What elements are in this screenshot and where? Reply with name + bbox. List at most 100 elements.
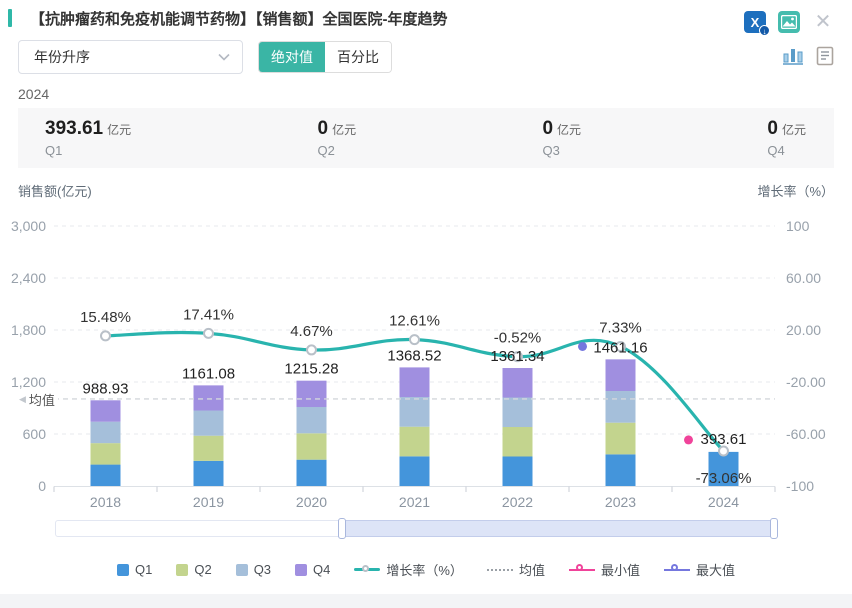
legend-item-max[interactable]: 最大值 bbox=[663, 560, 735, 579]
excel-letter: X bbox=[750, 14, 760, 30]
bar-segment-q4-2019[interactable] bbox=[193, 385, 224, 411]
title-accent-bar bbox=[8, 9, 12, 27]
datazoom-slider[interactable] bbox=[55, 518, 778, 539]
bar-segment-q3-2022[interactable] bbox=[502, 397, 533, 428]
stat-q3-label: Q3 bbox=[542, 143, 560, 158]
right-axis-tick: -60.00 bbox=[786, 426, 826, 442]
growth-rate-label: 17.41% bbox=[183, 306, 234, 323]
legend-item-mean[interactable]: 均值 bbox=[486, 560, 545, 579]
x-axis-label-2024: 2024 bbox=[708, 494, 739, 510]
bar-segment-q4-2023[interactable] bbox=[605, 359, 636, 392]
left-axis-tick: 0 bbox=[38, 478, 46, 494]
growth-point-2020[interactable] bbox=[306, 344, 317, 356]
bar-segment-q1-2020[interactable] bbox=[296, 459, 327, 486]
bar-segment-q3-2023[interactable] bbox=[605, 391, 636, 423]
mean-label: 均值 bbox=[28, 393, 55, 408]
stat-q3: 0 亿元 Q3 bbox=[542, 118, 581, 158]
datazoom-right-handle[interactable] bbox=[770, 518, 778, 539]
bar-segment-q3-2021[interactable] bbox=[399, 397, 430, 427]
left-axis-tick: 2,400 bbox=[11, 270, 46, 286]
growth-point-2018[interactable] bbox=[100, 330, 111, 342]
right-axis-tick: 100 bbox=[786, 218, 810, 234]
right-axis-tick: -100 bbox=[786, 478, 814, 494]
datazoom-selected-range[interactable] bbox=[342, 520, 776, 537]
chevron-down-icon bbox=[218, 53, 230, 61]
stat-q4-value: 0 bbox=[767, 118, 778, 139]
growth-point-2021[interactable] bbox=[409, 334, 420, 346]
bar-segment-q1-2024[interactable] bbox=[708, 451, 739, 486]
max-marker-icon bbox=[663, 564, 690, 571]
bar-segment-q2-2022[interactable] bbox=[502, 427, 533, 457]
save-image-icon[interactable] bbox=[778, 11, 800, 33]
max-value-marker[interactable] bbox=[578, 341, 587, 351]
bar-total-label: 1161.08 bbox=[182, 365, 235, 382]
growth-point-2024[interactable] bbox=[718, 445, 729, 457]
bar-segment-q2-2019[interactable] bbox=[193, 435, 224, 461]
stat-q1-value: 393.61 bbox=[45, 118, 104, 139]
bar-segment-q2-2020[interactable] bbox=[296, 433, 327, 460]
bar-segment-q4-2022[interactable] bbox=[502, 368, 533, 398]
left-axis-tick: 1,800 bbox=[11, 322, 46, 338]
legend-item-q4[interactable]: Q4 bbox=[295, 562, 330, 577]
stat-q1-label: Q1 bbox=[45, 143, 63, 158]
q1-swatch-icon bbox=[117, 563, 129, 576]
bar-segment-q4-2021[interactable] bbox=[399, 367, 430, 398]
legend-item-q3[interactable]: Q3 bbox=[235, 562, 271, 577]
bar-segment-q2-2018[interactable] bbox=[90, 443, 121, 465]
left-axis-title: 销售额(亿元) bbox=[18, 184, 92, 199]
excel-export-icon[interactable]: X ↓ bbox=[744, 11, 770, 36]
legend-item-growth[interactable]: 增长率（%） bbox=[354, 560, 463, 579]
growth-rate-label: 15.48% bbox=[80, 309, 131, 326]
bar-segment-q1-2023[interactable] bbox=[605, 454, 636, 486]
growth-point-2023[interactable] bbox=[615, 340, 626, 352]
x-axis-label-2018: 2018 bbox=[90, 494, 121, 510]
x-axis-label-2021: 2021 bbox=[399, 494, 430, 510]
x-axis-label-2023: 2023 bbox=[605, 494, 636, 510]
bar-segment-q2-2023[interactable] bbox=[605, 422, 636, 455]
bar-segment-q4-2018[interactable] bbox=[90, 400, 121, 422]
stat-q2-unit: 亿元 bbox=[332, 123, 357, 137]
bar-segment-q4-2020[interactable] bbox=[296, 380, 327, 408]
chart-legend: Q1 Q2 Q3 Q4 增长率（%） 均值 最小值 最大值 bbox=[0, 560, 852, 579]
bar-segment-q3-2018[interactable] bbox=[90, 421, 121, 444]
left-axis-tick: 600 bbox=[23, 426, 47, 442]
growth-rate-label: 7.33% bbox=[599, 319, 642, 336]
min-value-marker[interactable] bbox=[684, 435, 693, 445]
mean-line-tag: ◀ 均值 bbox=[16, 390, 58, 409]
right-axis-tick: 60.00 bbox=[786, 270, 821, 286]
growth-rate-label: 4.67% bbox=[290, 323, 333, 340]
stat-q3-unit: 亿元 bbox=[557, 123, 582, 137]
legend-item-q2[interactable]: Q2 bbox=[176, 562, 212, 577]
legend-item-min[interactable]: 最小值 bbox=[568, 560, 640, 579]
quarter-stats-band: 393.61 亿元 Q1 0 亿元 Q2 0 亿元 Q3 0 亿元 Q4 bbox=[18, 108, 834, 168]
close-icon[interactable]: ✕ bbox=[814, 11, 832, 33]
right-axis-tick: 20.00 bbox=[786, 322, 821, 338]
legend-item-q1[interactable]: Q1 bbox=[117, 562, 152, 577]
growth-point-2019[interactable] bbox=[203, 327, 214, 339]
datazoom-left-handle[interactable] bbox=[338, 518, 346, 539]
growth-point-2022[interactable] bbox=[512, 351, 523, 363]
bar-segment-q1-2018[interactable] bbox=[90, 464, 121, 486]
right-axis-tick: -20.00 bbox=[786, 374, 826, 390]
toggle-percent-button[interactable]: 百分比 bbox=[325, 42, 391, 72]
stat-q3-value: 0 bbox=[542, 118, 554, 139]
picture-glyph bbox=[781, 15, 797, 29]
toggle-absolute-button[interactable]: 绝对值 bbox=[259, 42, 325, 72]
bar-total-label: 393.61 bbox=[701, 431, 747, 448]
bar-chart-view-icon[interactable] bbox=[782, 46, 804, 66]
bar-segment-q1-2021[interactable] bbox=[399, 456, 430, 486]
x-axis-label-2020: 2020 bbox=[296, 494, 327, 510]
bar-segment-q2-2021[interactable] bbox=[399, 426, 430, 457]
growth-line-icon bbox=[354, 564, 381, 572]
report-doc-icon[interactable] bbox=[816, 46, 834, 66]
value-mode-toggle: 绝对值 百分比 bbox=[258, 41, 392, 73]
stat-q1: 393.61 亿元 Q1 bbox=[45, 118, 131, 158]
bar-segment-q1-2022[interactable] bbox=[502, 456, 533, 486]
sort-select[interactable]: 年份升序 bbox=[18, 40, 243, 74]
bar-segment-q3-2020[interactable] bbox=[296, 407, 327, 434]
bar-segment-q1-2019[interactable] bbox=[193, 460, 224, 486]
min-marker-icon bbox=[568, 564, 595, 571]
left-axis-tick: 1,200 bbox=[11, 374, 46, 390]
bar-segment-q3-2019[interactable] bbox=[193, 410, 224, 436]
